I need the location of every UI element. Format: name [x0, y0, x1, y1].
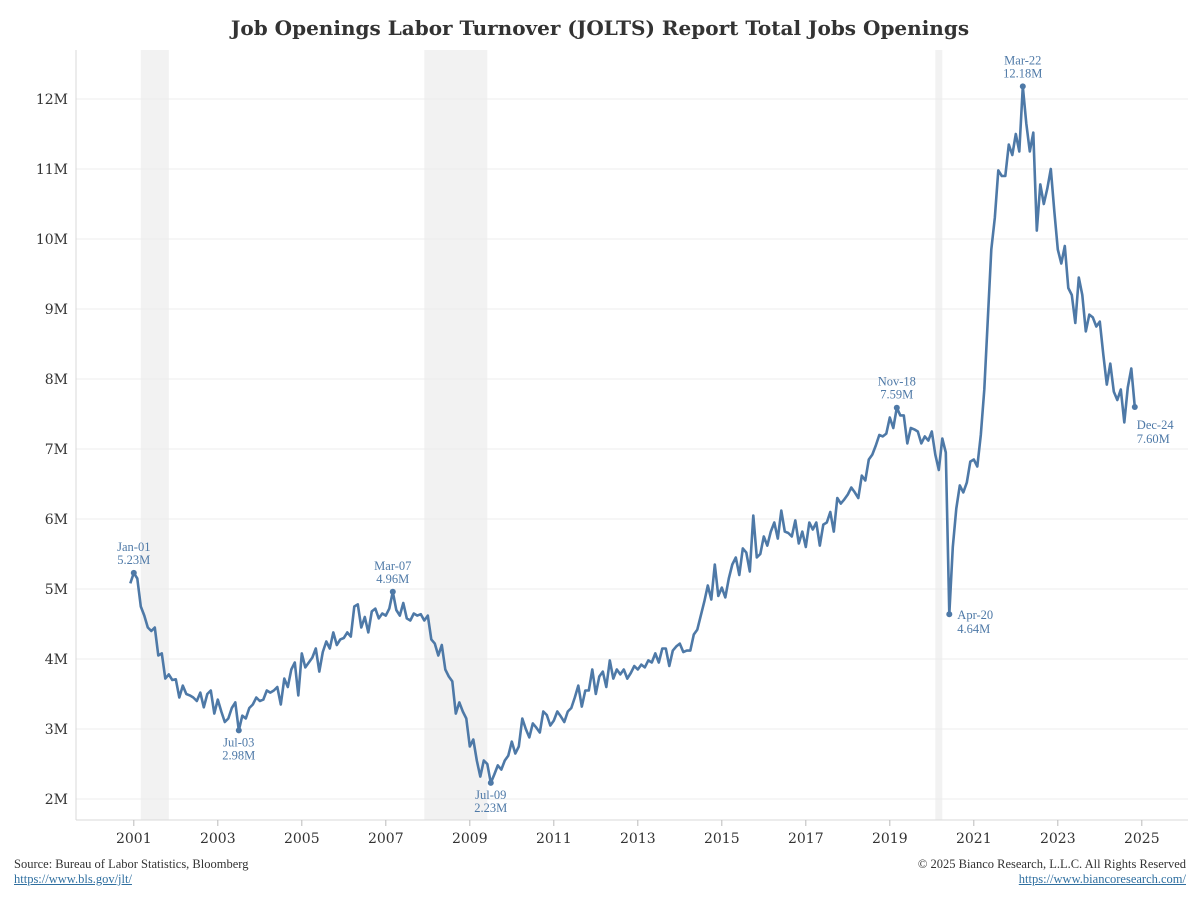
x-tick-label: 2001	[116, 831, 152, 847]
annotation-marker	[946, 611, 953, 618]
annotation-date-label: Jul-09	[475, 788, 506, 802]
y-tick-label: 2M	[45, 792, 68, 808]
annotation-date-label: Apr-20	[957, 608, 993, 622]
y-tick-label: 7M	[45, 442, 68, 458]
annotation-value-label: 2.98M	[222, 748, 255, 762]
recession-band	[424, 50, 488, 820]
y-tick-label: 10M	[36, 232, 68, 248]
annotation-marker	[1019, 83, 1026, 90]
annotation-value-label: 7.59M	[880, 388, 913, 402]
y-tick-label: 12M	[36, 92, 68, 108]
x-tick-label: 2015	[704, 831, 740, 847]
copyright-block: © 2025 Bianco Research, L.L.C. All Right…	[918, 857, 1186, 887]
recession-band	[140, 50, 169, 820]
annotation-value-label: 2.23M	[474, 801, 507, 815]
y-tick-label: 3M	[45, 722, 68, 738]
x-tick-label: 2009	[452, 831, 488, 847]
x-tick-label: 2017	[788, 831, 824, 847]
annotation-marker	[1131, 404, 1138, 410]
y-tick-label: 8M	[45, 372, 68, 388]
y-tick-label: 4M	[45, 652, 68, 668]
x-tick-label: 2005	[284, 831, 320, 847]
annotation-date-label: Dec-24	[1137, 418, 1175, 432]
copyright-link[interactable]: https://www.biancoresearch.com/	[1018, 872, 1186, 886]
annotation-date-label: Mar-22	[1004, 53, 1041, 67]
source-text: Source: Bureau of Labor Statistics, Bloo…	[14, 857, 249, 871]
annotation-marker	[389, 588, 396, 595]
annotation-value-label: 4.96M	[376, 572, 409, 586]
annotation-marker	[893, 404, 900, 411]
x-tick-label: 2007	[368, 831, 404, 847]
x-tick-label: 2019	[872, 831, 908, 847]
x-tick-label: 2025	[1124, 831, 1160, 847]
annotation-marker	[487, 779, 494, 786]
x-tick-label: 2013	[620, 831, 656, 847]
y-tick-label: 9M	[45, 302, 68, 318]
annotation-date-label: Jan-01	[117, 540, 150, 554]
annotation-value-label: 12.18M	[1003, 66, 1042, 80]
annotation-marker	[130, 569, 137, 576]
annotation-value-label: 5.23M	[117, 553, 150, 567]
source-block: Source: Bureau of Labor Statistics, Bloo…	[14, 857, 248, 887]
y-tick-label: 5M	[45, 582, 68, 598]
y-tick-label: 6M	[45, 512, 68, 528]
annotation-marker	[235, 727, 242, 734]
x-tick-label: 2021	[956, 831, 992, 847]
y-tick-label: 11M	[36, 162, 68, 178]
annotation-date-label: Mar-07	[374, 559, 411, 573]
chart-title: Job Openings Labor Turnover (JOLTS) Repo…	[230, 16, 970, 40]
annotation-value-label: 4.64M	[957, 622, 990, 636]
recession-band	[935, 50, 943, 820]
x-tick-label: 2011	[536, 831, 572, 847]
series-line	[129, 85, 1137, 785]
x-tick-label: 2023	[1040, 831, 1076, 847]
x-tick-label: 2003	[200, 831, 236, 847]
annotation-date-label: Jul-03	[223, 735, 254, 749]
annotation-date-label: Nov-18	[878, 375, 916, 389]
annotation-value-label: 7.60M	[1137, 432, 1170, 446]
copyright-text: © 2025 Bianco Research, L.L.C. All Right…	[917, 857, 1186, 871]
source-link[interactable]: https://www.bls.gov/jlt/	[14, 872, 132, 886]
